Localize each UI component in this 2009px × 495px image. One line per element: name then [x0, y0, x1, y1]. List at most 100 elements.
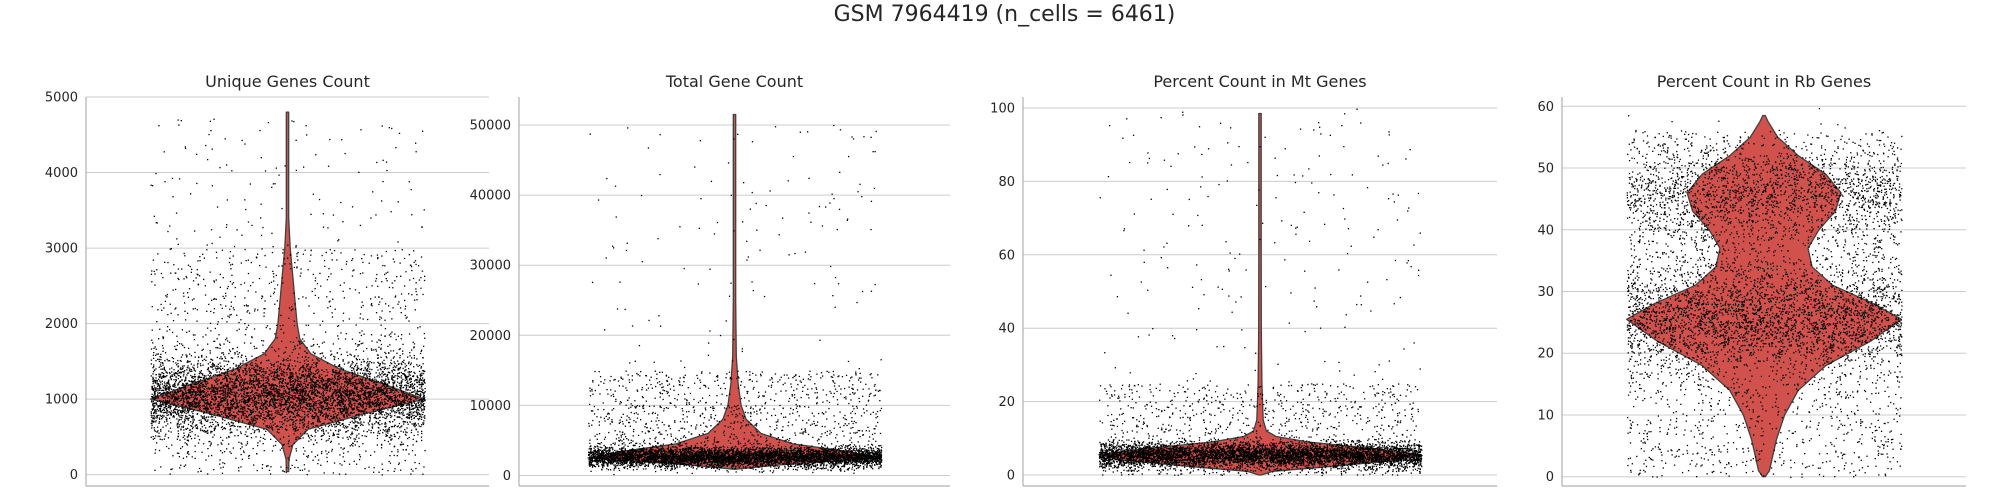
data-point [203, 374, 205, 377]
data-point [201, 349, 203, 351]
data-point [359, 404, 362, 407]
data-point [259, 369, 261, 371]
data-point [387, 428, 390, 430]
data-point [409, 386, 411, 388]
data-point [207, 387, 210, 389]
data-point [152, 377, 154, 380]
data-point [398, 368, 400, 370]
data-point [400, 430, 402, 432]
data-point [403, 421, 405, 423]
data-point [340, 419, 342, 421]
data-point [260, 413, 262, 415]
data-point [263, 399, 266, 401]
data-point [245, 328, 247, 330]
data-point [252, 381, 254, 383]
data-point [385, 433, 387, 436]
data-point [395, 403, 397, 405]
data-point [326, 417, 329, 419]
data-point [253, 384, 255, 386]
data-point [299, 422, 301, 425]
data-point [163, 421, 166, 423]
data-point [221, 401, 223, 403]
data-point [364, 367, 366, 369]
data-point [401, 384, 403, 386]
data-point [248, 383, 251, 385]
data-point [326, 405, 328, 407]
data-point [228, 392, 230, 394]
data-point [229, 389, 231, 391]
data-point [362, 424, 364, 426]
data-point [290, 411, 293, 413]
data-point [154, 409, 156, 411]
data-point [311, 389, 314, 391]
data-point [296, 375, 298, 377]
data-point [150, 414, 152, 416]
data-point [271, 388, 274, 390]
data-point [386, 395, 388, 397]
data-point [244, 433, 246, 436]
data-point [307, 376, 309, 378]
data-point [322, 384, 324, 386]
data-point [202, 391, 205, 393]
data-point [375, 421, 377, 423]
data-point [229, 396, 231, 398]
data-point [264, 417, 266, 419]
data-point [422, 405, 425, 407]
data-point [311, 392, 313, 394]
data-point [412, 438, 414, 440]
data-point [258, 412, 260, 414]
data-point [176, 397, 178, 399]
data-point [347, 408, 349, 410]
data-point [308, 382, 310, 384]
data-point [219, 414, 221, 417]
data-point [296, 391, 298, 393]
data-point [223, 391, 225, 393]
data-point [238, 385, 241, 387]
data-point [151, 397, 154, 399]
data-point [249, 363, 251, 365]
data-point [374, 389, 377, 392]
data-point [404, 402, 406, 404]
data-point [423, 407, 425, 409]
data-point [303, 376, 305, 378]
data-point [270, 410, 273, 412]
data-point [320, 393, 322, 395]
data-point [420, 367, 422, 369]
data-point [194, 445, 196, 447]
data-point [227, 385, 229, 387]
data-point [164, 387, 166, 390]
data-point [258, 429, 260, 431]
data-point [157, 383, 159, 385]
data-point [388, 387, 390, 389]
data-point [277, 374, 279, 376]
data-point [281, 447, 283, 449]
data-point [259, 382, 261, 384]
data-point [290, 384, 292, 386]
data-point [160, 356, 162, 358]
data-point [171, 396, 173, 398]
data-point [274, 444, 277, 446]
data-point [343, 386, 345, 388]
data-point [423, 392, 425, 394]
data-point [385, 431, 387, 433]
data-point [238, 369, 240, 371]
data-point [187, 389, 189, 391]
data-point [360, 410, 362, 412]
data-point [151, 409, 154, 411]
data-point [342, 400, 344, 402]
data-point [362, 389, 364, 391]
data-point [361, 379, 363, 381]
data-point [173, 383, 176, 386]
data-point [380, 443, 383, 446]
data-point [182, 382, 184, 385]
data-point [225, 371, 227, 373]
data-point [154, 381, 157, 383]
data-point [265, 372, 267, 374]
data-point [209, 440, 211, 443]
data-point [310, 403, 312, 405]
data-point [159, 364, 162, 366]
data-point [262, 409, 264, 411]
data-point [210, 396, 213, 398]
data-point [333, 383, 335, 385]
data-point [409, 364, 412, 366]
